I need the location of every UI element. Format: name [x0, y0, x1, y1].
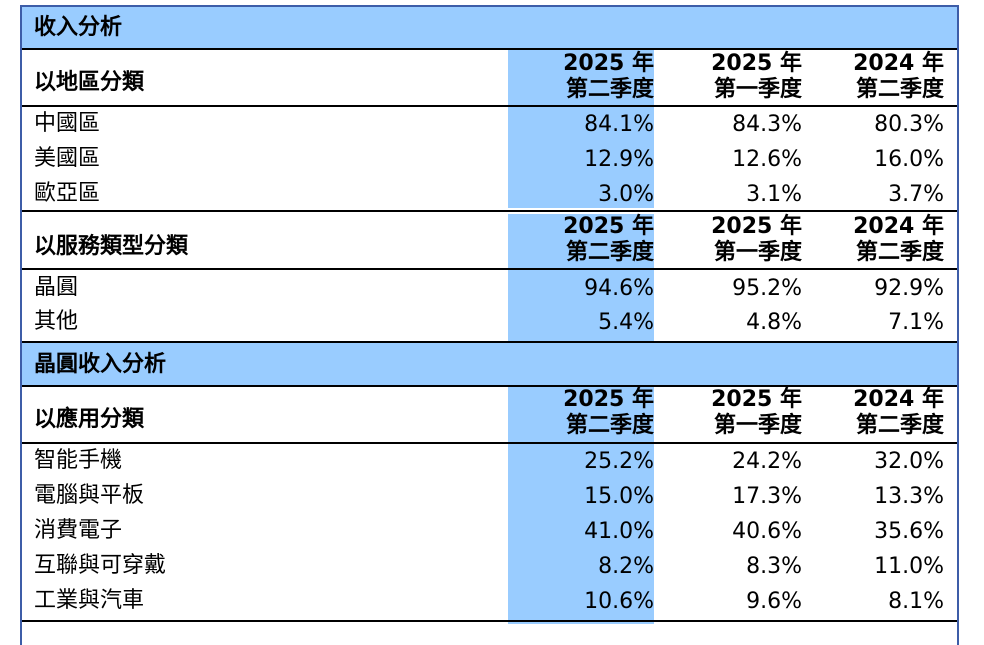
column-header-quarter: 第二季度	[565, 413, 654, 438]
row-label: 美國區	[34, 146, 101, 171]
table-cell: 84.1%	[584, 112, 654, 137]
table-cell: 80.3%	[874, 112, 944, 137]
table-cell: 84.3%	[732, 112, 802, 137]
section-title: 晶圓收入分析	[34, 352, 167, 377]
table-cell: 15.0%	[584, 484, 654, 509]
table-cell: 11.0%	[874, 554, 944, 579]
table-cell: 40.6%	[732, 519, 802, 544]
table-cell: 94.6%	[584, 276, 654, 301]
table-cell: 24.2%	[732, 449, 802, 474]
highlight-column-segment	[508, 387, 654, 624]
column-header-year: 2024 年	[853, 214, 944, 239]
table-cell: 35.6%	[874, 519, 944, 544]
column-header-year: 2024 年	[853, 387, 944, 412]
divider	[22, 442, 957, 444]
row-label: 智能手機	[34, 448, 123, 473]
column-header-year: 2025 年	[563, 387, 654, 412]
table-cell: 4.8%	[746, 310, 802, 335]
column-header-quarter: 第二季度	[565, 77, 654, 102]
row-label: 晶圓	[34, 275, 79, 300]
row-label: 中國區	[34, 111, 101, 136]
table-cell: 95.2%	[732, 276, 802, 301]
section-title: 收入分析	[34, 15, 123, 40]
table-cell: 17.3%	[732, 484, 802, 509]
column-header-year: 2024 年	[853, 51, 944, 76]
table-cell: 9.6%	[746, 589, 802, 614]
divider	[22, 210, 957, 212]
row-label: 消費電子	[34, 518, 123, 543]
row-label: 電腦與平板	[34, 483, 145, 508]
table-cell: 16.0%	[874, 147, 944, 172]
table-cell: 3.7%	[888, 182, 944, 207]
row-label: 互聯與可穿戴	[34, 553, 167, 578]
column-header-year: 2025 年	[563, 51, 654, 76]
table-cell: 13.3%	[874, 484, 944, 509]
table-cell: 3.0%	[598, 182, 654, 207]
table-cell: 8.1%	[888, 589, 944, 614]
table-cell: 32.0%	[874, 449, 944, 474]
section-band-revenue	[22, 7, 957, 48]
column-header-year: 2025 年	[711, 51, 802, 76]
table-cell: 3.1%	[746, 182, 802, 207]
row-label: 工業與汽車	[34, 588, 145, 613]
column-header-quarter: 第一季度	[713, 77, 802, 102]
column-header-quarter: 第一季度	[713, 240, 802, 265]
category-label: 以地區分類	[34, 70, 145, 95]
category-label: 以服務類型分類	[34, 234, 189, 259]
row-label: 歐亞區	[34, 181, 101, 206]
column-header-year: 2025 年	[711, 214, 802, 239]
highlight-column-segment	[508, 50, 654, 208]
table-cell: 92.9%	[874, 276, 944, 301]
divider	[22, 620, 957, 622]
divider	[22, 385, 957, 387]
column-header-quarter: 第一季度	[713, 413, 802, 438]
divider	[22, 48, 957, 50]
table-cell: 8.2%	[598, 554, 654, 579]
column-header-year: 2025 年	[711, 387, 802, 412]
table-cell: 25.2%	[584, 449, 654, 474]
column-header-quarter: 第二季度	[855, 240, 944, 265]
table-cell: 10.6%	[584, 589, 654, 614]
section-band-wafer	[22, 343, 957, 385]
divider	[22, 341, 957, 343]
highlight-column-segment	[508, 214, 654, 341]
table-cell: 8.3%	[746, 554, 802, 579]
column-header-quarter: 第二季度	[565, 240, 654, 265]
table-cell: 5.4%	[598, 310, 654, 335]
divider	[22, 105, 957, 107]
category-label: 以應用分類	[34, 407, 145, 432]
column-header-quarter: 第二季度	[855, 413, 944, 438]
divider	[22, 268, 957, 270]
column-header-quarter: 第二季度	[855, 77, 944, 102]
table-frame	[20, 5, 959, 645]
row-label: 其他	[34, 309, 79, 334]
table-cell: 12.6%	[732, 147, 802, 172]
table-cell: 12.9%	[584, 147, 654, 172]
table-cell: 7.1%	[888, 310, 944, 335]
column-header-year: 2025 年	[563, 214, 654, 239]
table-cell: 41.0%	[584, 519, 654, 544]
